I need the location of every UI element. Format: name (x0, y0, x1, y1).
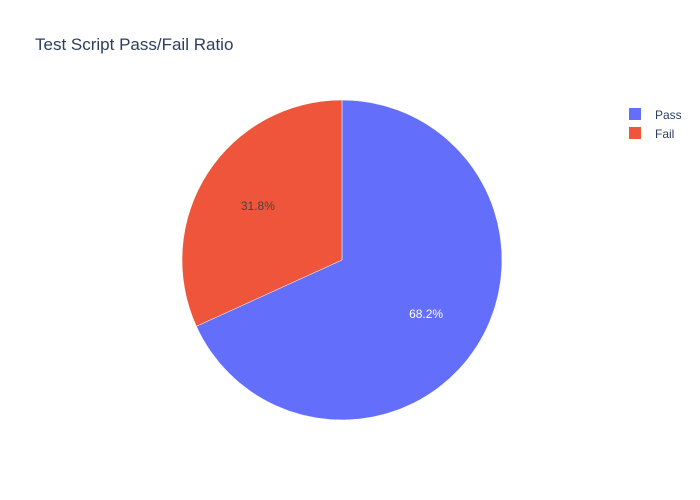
pie-slices (181, 99, 503, 421)
slice-label-pass: 68.2% (409, 307, 443, 321)
legend-swatch-fail (629, 127, 641, 139)
legend-swatch-pass (629, 108, 641, 120)
pie-slice-labels: 68.2% 31.8% (241, 199, 444, 321)
legend-label-pass: Pass (655, 108, 682, 122)
slice-label-fail: 31.8% (241, 199, 275, 213)
legend: Pass Fail (629, 108, 682, 141)
pie-slice-pass[interactable] (196, 99, 503, 421)
pie-slice-fail[interactable] (181, 99, 343, 327)
legend-item-fail[interactable]: Fail (629, 127, 674, 141)
legend-item-pass[interactable]: Pass (629, 108, 682, 122)
chart-title: Test Script Pass/Fail Ratio (35, 35, 233, 54)
legend-label-fail: Fail (655, 127, 674, 141)
